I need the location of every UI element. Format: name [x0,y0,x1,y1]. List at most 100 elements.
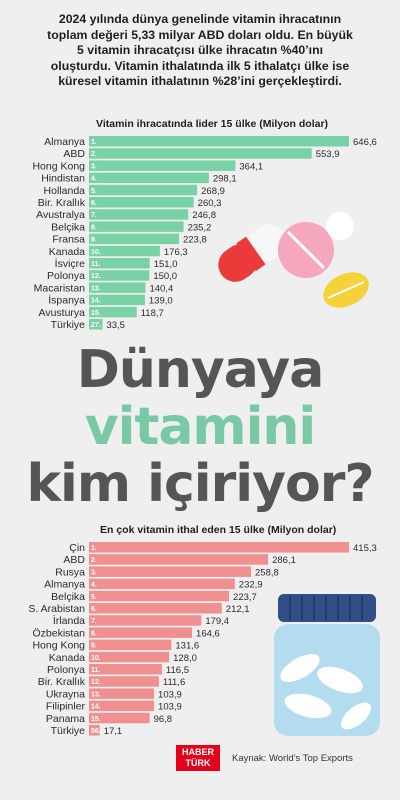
bar [89,282,146,293]
bar [89,554,269,565]
bar-rank-label: 5. [91,188,97,195]
bar [89,639,172,651]
intro-line: 2024 yılında dünya genelinde vitamin ihr… [58,12,342,26]
import-bar-chart: Çin 1. 415,3 ABD 2. 286,1 Rusya 3. 258,8 Almanya 4… [28,542,377,736]
bar-value-label: 150,0 [153,271,177,282]
bar-rank-label: 56. [91,728,101,735]
bar-value-label: 268,9 [201,186,225,197]
bar-category-label: Çin [69,542,85,554]
bar-value-label: 176,3 [164,247,188,258]
pills-illustration [218,212,369,308]
bar-value-label: 96,8 [154,714,173,725]
bar-rank-label: 6. [91,606,97,613]
bar [89,700,155,712]
bar [89,172,209,184]
bar-category-label: Hindistan [41,173,85,185]
bar-category-label: Özbekistan [32,627,85,639]
bar-category-label: S. Arabistan [28,603,85,615]
bar [89,603,222,614]
bar-category-label: Bir. Krallık [38,197,86,209]
bar [89,306,137,318]
bar-category-label: ABD [63,148,85,160]
bar [89,590,230,602]
bar-category-label: Hong Kong [32,640,85,652]
bar-rank-label: 15. [91,310,101,317]
bar-category-label: ABD [63,554,85,566]
bar-rank-label: 4. [91,176,97,183]
bar-category-label: İrlanda [53,614,85,627]
bar-rank-label: 14. [91,704,101,711]
bar-category-label: Bir. Krallık [38,676,86,688]
bar-value-label: 151,0 [154,259,178,270]
bar-rank-label: 14. [91,298,101,305]
bar [89,566,252,577]
bar-rank-label: 9. [91,237,97,244]
bar-category-label: Belçika [51,591,85,603]
bar [89,542,349,553]
bar-value-label: 140,4 [149,283,173,294]
logo-line: HABER [181,747,214,757]
bar-category-label: Kanada [49,652,85,664]
bar-category-label: İsviçre [55,257,85,270]
source-text: Kaynak: World’s Top Exports [232,753,353,764]
bar [89,160,236,171]
bar [89,712,150,724]
bar [89,148,312,159]
bar-value-label: 415,3 [353,543,377,554]
intro-line: oluşturdu. Vitamin ithalatında ilk 5 ith… [50,58,350,73]
bar-value-label: 286,1 [272,555,296,566]
bar-rank-label: 1. [91,139,97,146]
bar-rank-label: 13. [91,691,101,698]
bar-value-label: 118,7 [141,308,164,319]
intro-line: toplam değeri 5,33 milyar ABD doları old… [47,27,353,42]
bar-category-label: İspanya [48,294,85,307]
bar-value-label: 33,5 [106,320,125,330]
intro-text: 2024 yılında dünya genelinde vitamin ihr… [18,12,382,90]
bar-value-label: 553,9 [316,149,340,160]
bar [89,294,145,306]
bar-rank-label: 27. [91,322,101,329]
bar-value-label: 246,8 [192,210,216,221]
bar-rank-label: 9. [91,643,97,650]
bar-value-label: 646,6 [353,137,377,148]
bar-value-label: 116,5 [166,665,189,676]
bar-category-label: Hollanda [44,185,86,197]
bar-value-label: 139,0 [149,296,173,307]
bar [89,627,193,638]
bar-value-label: 17,1 [104,726,123,736]
bar-rank-label: 13. [91,285,101,292]
bar-value-label: 232,9 [239,580,263,591]
bar-category-label: Kanada [49,246,85,258]
bar-category-label: Avusturya [39,307,86,319]
bar-rank-label: 11. [91,667,100,674]
bar-category-label: Polonya [47,270,85,282]
bar-rank-label: 2. [91,151,97,158]
pill-bottle-illustration [274,594,380,736]
bar-category-label: Rusya [55,566,85,578]
bar-rank-label: 10. [91,249,101,256]
bar-value-label: 179,4 [205,616,229,627]
bar [89,258,150,269]
bar-category-label: Belçika [51,221,85,233]
bar-value-label: 164,6 [196,628,220,639]
bar-category-label: Polonya [47,664,85,676]
bar-category-label: Ukrayna [46,688,85,700]
bar [89,233,179,245]
bar-value-label: 212,1 [226,604,250,615]
bar-rank-label: 12. [91,273,101,280]
bar-category-label: Panama [46,713,85,725]
bar [89,184,198,196]
bar-rank-label: 1. [91,545,97,552]
haberturk-logo: HABER TÜRK [176,745,220,771]
bar [89,245,160,257]
bar-category-label: Macaristan [34,282,86,294]
bar-rank-label: 15. [91,716,101,723]
export-bar-chart: Almanya 1. 646,6 ABD 2. 553,9 Hong Kong 3. 364,1… [32,136,377,330]
bar [89,688,155,699]
bar-rank-label: 8. [91,224,97,231]
bar-value-label: 235,2 [188,222,212,233]
bar-rank-label: 2. [91,557,97,564]
bar-rank-label: 10. [91,655,101,662]
bar-rank-label: 8. [91,630,97,637]
bar-value-label: 103,9 [158,702,182,713]
